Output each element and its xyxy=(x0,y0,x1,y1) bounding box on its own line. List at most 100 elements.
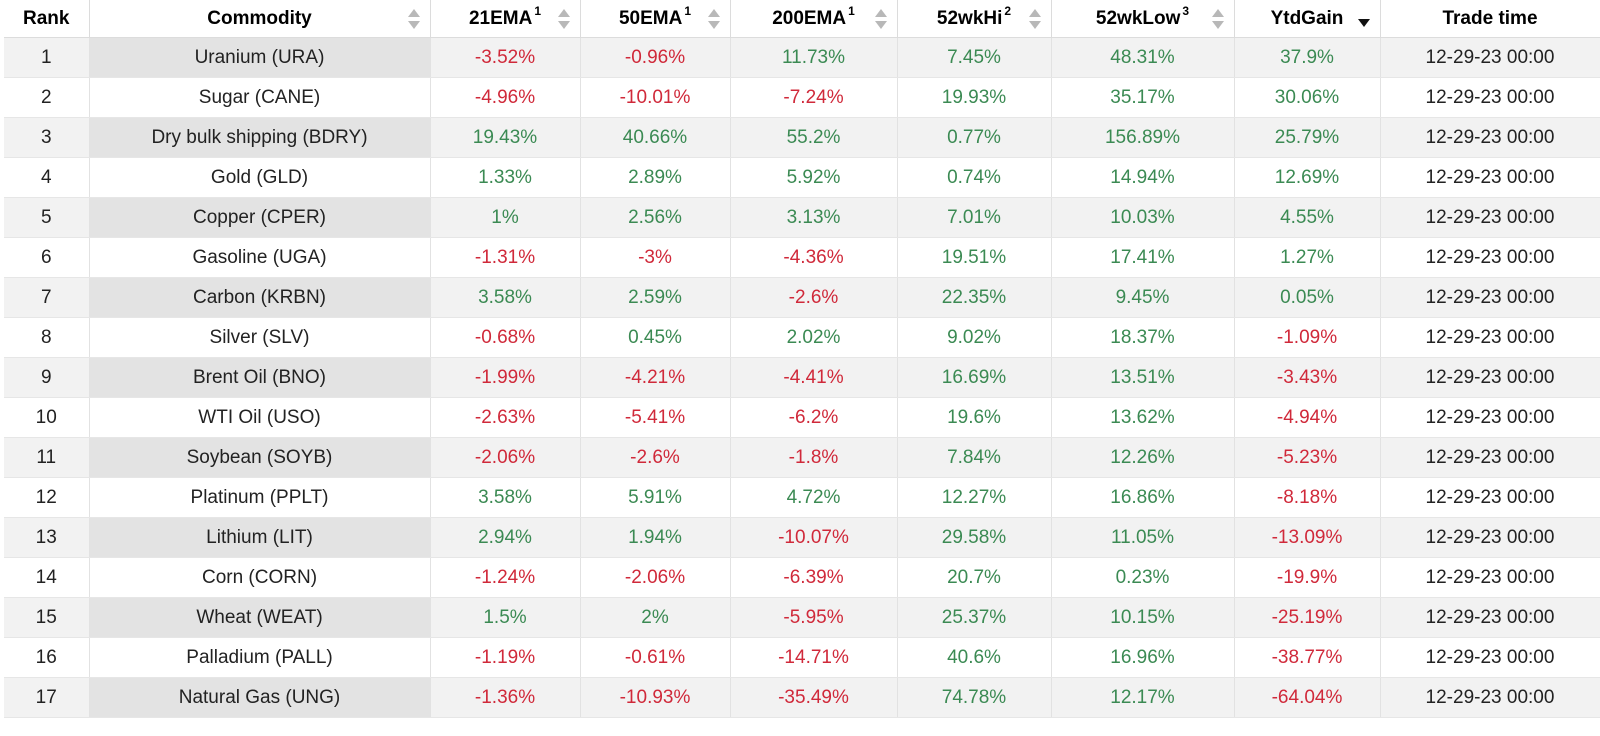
cell-ema50: 2.59% xyxy=(580,277,731,318)
cell-rank: 11 xyxy=(4,437,90,478)
cell-ema21: -2.06% xyxy=(430,437,581,478)
cell-ytd: 1.27% xyxy=(1234,237,1381,278)
cell-hi52: 0.74% xyxy=(897,157,1052,198)
cell-ytd: 0.05% xyxy=(1234,277,1381,318)
cell-commodity: Platinum (PPLT) xyxy=(89,477,431,518)
column-header-low52[interactable]: 52wkLow 3 xyxy=(1051,0,1235,38)
column-header-ema50[interactable]: 50EMA 1 xyxy=(580,0,731,38)
table-row: 6 Gasoline (UGA) -1.31% -3% -4.36% 19.51% 17.4… xyxy=(4,237,1600,278)
cell-low52: 16.86% xyxy=(1051,477,1235,518)
cell-ema200: -6.2% xyxy=(730,397,898,438)
cell-hi52: 7.84% xyxy=(897,437,1052,478)
cell-hi52: 19.93% xyxy=(897,77,1052,118)
cell-ytd: 30.06% xyxy=(1234,77,1381,118)
footnote-marker: 1 xyxy=(684,3,692,18)
sort-arrows-icon[interactable] xyxy=(557,8,570,29)
cell-ema200: 4.72% xyxy=(730,477,898,518)
cell-low52: 10.03% xyxy=(1051,197,1235,238)
cell-ema50: -0.96% xyxy=(580,37,731,78)
cell-hi52: 20.7% xyxy=(897,557,1052,598)
cell-rank: 7 xyxy=(4,277,90,318)
table-row: 13 Lithium (LIT) 2.94% 1.94% -10.07% 29.58% 11… xyxy=(4,517,1600,558)
cell-ema200: -6.39% xyxy=(730,557,898,598)
cell-ema21: 1.5% xyxy=(430,597,581,638)
table-row: 1 Uranium (URA) -3.52% -0.96% 11.73% 7.45% 48.… xyxy=(4,37,1600,78)
cell-ema50: 5.91% xyxy=(580,477,731,518)
cell-ema21: -3.52% xyxy=(430,37,581,78)
cell-hi52: 16.69% xyxy=(897,357,1052,398)
sort-arrows-icon[interactable] xyxy=(407,8,420,29)
footnote-marker: 3 xyxy=(1182,3,1190,18)
cell-ema200: 5.92% xyxy=(730,157,898,198)
cell-ema50: 40.66% xyxy=(580,117,731,158)
cell-rank: 9 xyxy=(4,357,90,398)
table-row: 14 Corn (CORN) -1.24% -2.06% -6.39% 20.7% 0.23… xyxy=(4,557,1600,598)
cell-ytd: -25.19% xyxy=(1234,597,1381,638)
table-header-row: Rank Commodity 21EMA 1 50EMA 1 200EMA 1 52wkHi 2 5… xyxy=(4,0,1600,38)
cell-ema21: -1.31% xyxy=(430,237,581,278)
table-row: 8 Silver (SLV) -0.68% 0.45% 2.02% 9.02% 18.37%… xyxy=(4,317,1600,358)
cell-time: 12-29-23 00:00 xyxy=(1380,77,1600,118)
cell-ema50: 2.56% xyxy=(580,197,731,238)
cell-time: 12-29-23 00:00 xyxy=(1380,477,1600,518)
cell-ema50: 2.89% xyxy=(580,157,731,198)
cell-ytd: -13.09% xyxy=(1234,517,1381,558)
column-header-rank: Rank xyxy=(4,0,90,38)
cell-ema50: -10.01% xyxy=(580,77,731,118)
cell-ema21: -0.68% xyxy=(430,317,581,358)
column-header-ema21[interactable]: 21EMA 1 xyxy=(430,0,581,38)
column-header-label: 21EMA xyxy=(468,7,533,29)
cell-rank: 6 xyxy=(4,237,90,278)
cell-ema50: -2.6% xyxy=(580,437,731,478)
table-body: 1 Uranium (URA) -3.52% -0.96% 11.73% 7.45% 48.… xyxy=(4,37,1600,718)
cell-ema21: -1.36% xyxy=(430,677,581,718)
sort-arrows-icon[interactable] xyxy=(707,8,720,29)
cell-ytd: -19.9% xyxy=(1234,557,1381,598)
cell-ema21: -2.63% xyxy=(430,397,581,438)
cell-commodity: Copper (CPER) xyxy=(89,197,431,238)
cell-hi52: 19.6% xyxy=(897,397,1052,438)
cell-commodity: WTI Oil (USO) xyxy=(89,397,431,438)
cell-hi52: 7.45% xyxy=(897,37,1052,78)
column-header-commodity[interactable]: Commodity xyxy=(89,0,431,38)
cell-hi52: 29.58% xyxy=(897,517,1052,558)
cell-ema21: 1.33% xyxy=(430,157,581,198)
cell-hi52: 9.02% xyxy=(897,317,1052,358)
column-header-label: 52wkHi xyxy=(936,7,1003,29)
cell-time: 12-29-23 00:00 xyxy=(1380,557,1600,598)
cell-ytd: 37.9% xyxy=(1234,37,1381,78)
cell-ema200: -10.07% xyxy=(730,517,898,558)
cell-rank: 13 xyxy=(4,517,90,558)
column-header-label: Commodity xyxy=(207,7,312,29)
cell-ema50: -4.21% xyxy=(580,357,731,398)
cell-ytd: -5.23% xyxy=(1234,437,1381,478)
cell-hi52: 19.51% xyxy=(897,237,1052,278)
column-header-time: Trade time xyxy=(1380,0,1600,38)
cell-hi52: 22.35% xyxy=(897,277,1052,318)
cell-rank: 12 xyxy=(4,477,90,518)
cell-rank: 1 xyxy=(4,37,90,78)
cell-hi52: 0.77% xyxy=(897,117,1052,158)
cell-time: 12-29-23 00:00 xyxy=(1380,517,1600,558)
cell-commodity: Lithium (LIT) xyxy=(89,517,431,558)
cell-commodity: Gasoline (UGA) xyxy=(89,237,431,278)
column-header-hi52[interactable]: 52wkHi 2 xyxy=(897,0,1052,38)
cell-ema21: 3.58% xyxy=(430,277,581,318)
sort-descending-icon[interactable] xyxy=(1357,9,1370,29)
cell-rank: 2 xyxy=(4,77,90,118)
cell-rank: 14 xyxy=(4,557,90,598)
sort-arrows-icon[interactable] xyxy=(1211,8,1224,29)
cell-ytd: -3.43% xyxy=(1234,357,1381,398)
cell-ema50: -2.06% xyxy=(580,557,731,598)
cell-time: 12-29-23 00:00 xyxy=(1380,117,1600,158)
cell-low52: 17.41% xyxy=(1051,237,1235,278)
column-header-ema200[interactable]: 200EMA 1 xyxy=(730,0,898,38)
cell-commodity: Dry bulk shipping (BDRY) xyxy=(89,117,431,158)
column-header-ytd[interactable]: YtdGain xyxy=(1234,0,1381,38)
table-row: 4 Gold (GLD) 1.33% 2.89% 5.92% 0.74% 14.94% 12.… xyxy=(4,157,1600,198)
column-header-label: 52wkLow xyxy=(1095,7,1181,29)
cell-ema200: 3.13% xyxy=(730,197,898,238)
sort-arrows-icon[interactable] xyxy=(874,8,887,29)
sort-arrows-icon[interactable] xyxy=(1028,8,1041,29)
cell-low52: 11.05% xyxy=(1051,517,1235,558)
